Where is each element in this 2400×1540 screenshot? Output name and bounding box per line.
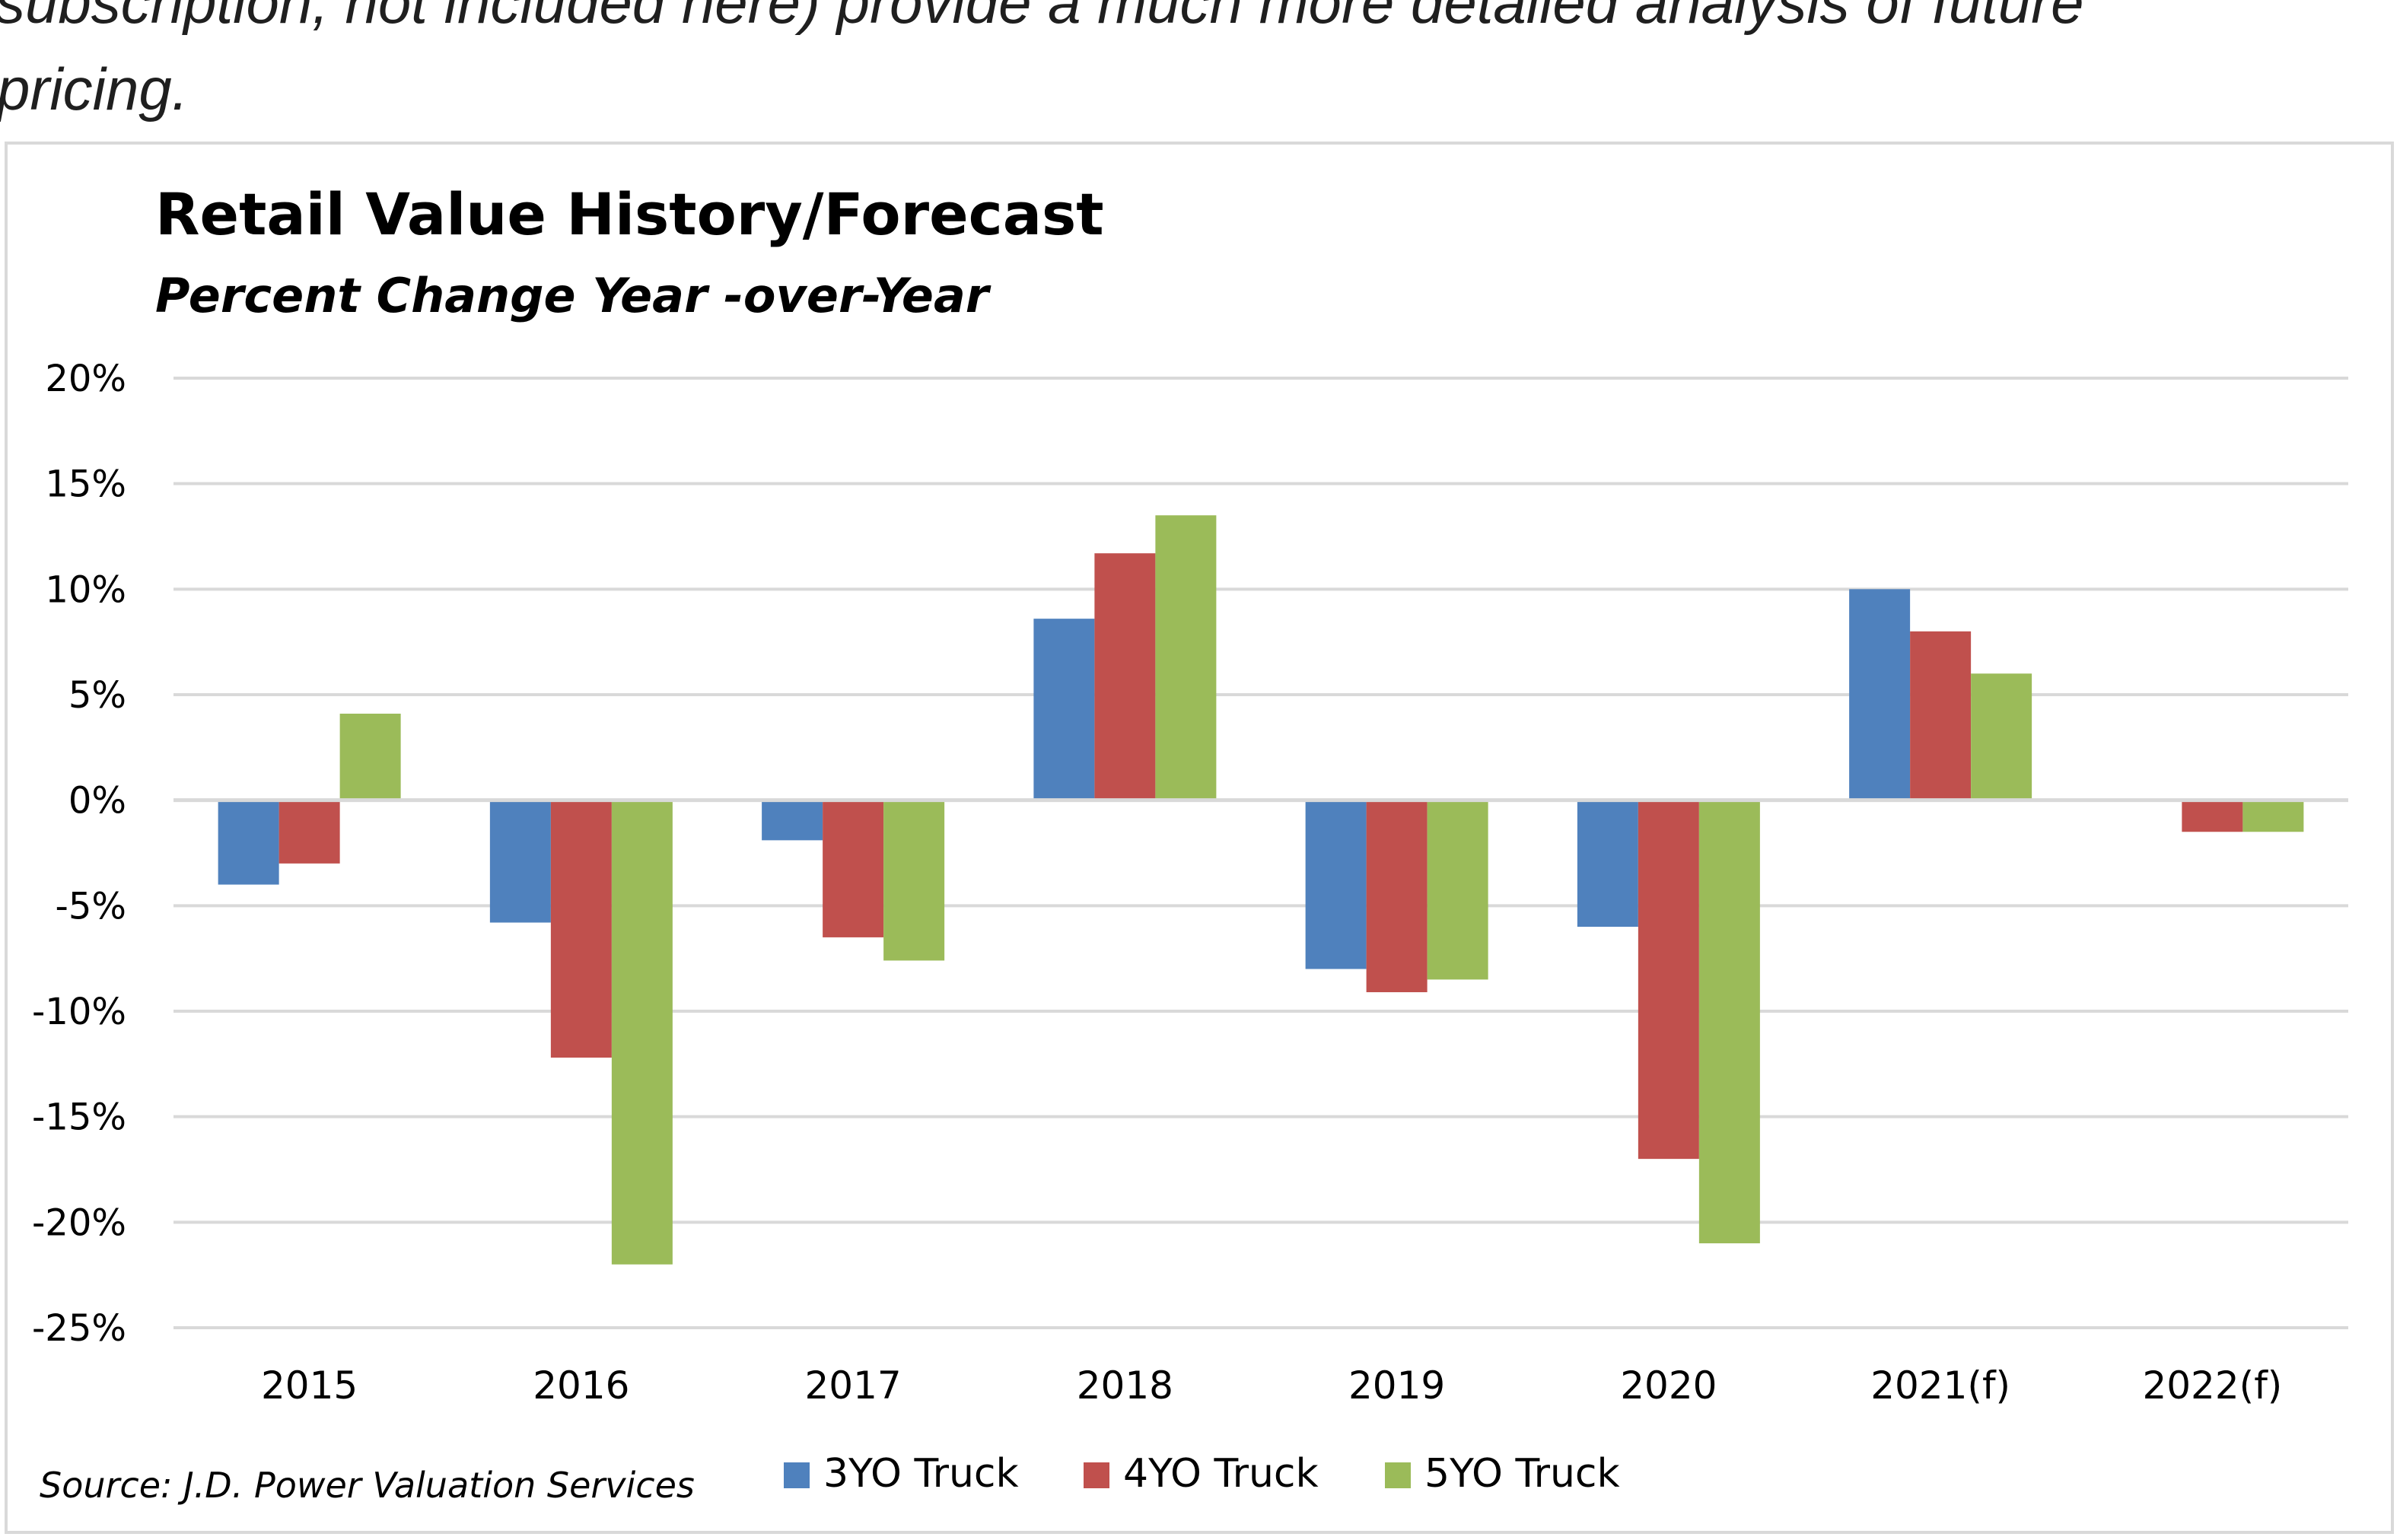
bar-3yo-truck-2015 (218, 800, 279, 885)
legend-label: 3YO Truck (823, 1451, 1019, 1497)
legend: 3YO Truck 4YO Truck 5YO Truck (784, 1451, 1620, 1497)
y-tick-label: -15% (32, 1096, 126, 1139)
bar-5yo-truck-2019 (1427, 800, 1488, 980)
x-tick-labels: 2015 2016 2017 2018 2019 2020 2021(f) 2022(f) (261, 1363, 2282, 1408)
legend-swatch (1385, 1462, 1411, 1488)
bar-4yo-truck-2019 (1366, 800, 1428, 993)
bar-4yo-truck-2015 (279, 800, 340, 864)
x-tick-label: 2022(f) (2142, 1363, 2282, 1408)
y-tick-labels: 20% 15% 10% 5% 0% -5% -10% -15% -20% -25% (32, 358, 126, 1350)
y-tick-label: 0% (68, 780, 126, 822)
y-tick-label: 15% (45, 463, 126, 506)
legend-swatch (1084, 1462, 1109, 1488)
x-tick-label: 2021(f) (1870, 1363, 2010, 1408)
bar-3yo-truck-2020 (1577, 800, 1638, 928)
legend-label: 5YO Truck (1424, 1451, 1620, 1497)
y-tick-label: -25% (32, 1307, 126, 1350)
bar-3yo-truck-2019 (1305, 800, 1367, 969)
bar-4yo-truck-2018 (1094, 553, 1156, 800)
chart-subtitle: Percent Change Year -over-Year (155, 268, 992, 323)
bar-3yo-truck-2017 (762, 800, 823, 841)
x-tick-label: 2016 (533, 1363, 629, 1408)
chart-title: Retail Value History/Forecast (155, 180, 1104, 248)
bar-5yo-truck-2017 (883, 800, 945, 961)
bars (218, 515, 2304, 1265)
gridlines (173, 377, 2348, 1329)
bar-5yo-truck-2022f (2242, 800, 2304, 832)
y-tick-label: -10% (32, 991, 126, 1033)
chart-frame (5, 142, 2394, 1534)
x-tick-label: 2015 (261, 1363, 358, 1408)
y-tick-label: -20% (32, 1201, 126, 1244)
chart-source: Source: J.D. Power Valuation Services (40, 1465, 695, 1506)
bar-4yo-truck-2022f (2182, 800, 2243, 832)
x-tick-label: 2017 (805, 1363, 902, 1408)
x-tick-label: 2019 (1348, 1363, 1445, 1408)
y-tick-label: -5% (56, 885, 126, 928)
intro-text-line-2: pricing. (0, 56, 189, 123)
bar-3yo-truck-2018 (1033, 619, 1095, 800)
bar-5yo-truck-2015 (339, 713, 401, 800)
bar-4yo-truck-2020 (1638, 800, 1699, 1160)
x-tick-label: 2018 (1077, 1363, 1173, 1408)
bar-5yo-truck-2021f (1971, 673, 2032, 800)
y-tick-label: 5% (68, 674, 126, 717)
intro-text-line-1: subscription, not included here) provide… (0, 0, 2084, 36)
y-tick-label: 20% (45, 358, 126, 400)
bar-4yo-truck-2021f (1910, 631, 1972, 800)
legend-label: 4YO Truck (1123, 1451, 1319, 1497)
bar-5yo-truck-2020 (1698, 800, 1760, 1244)
x-tick-label: 2020 (1620, 1363, 1717, 1408)
bar-5yo-truck-2018 (1155, 515, 1217, 800)
bar-4yo-truck-2017 (823, 800, 884, 937)
legend-swatch (784, 1462, 810, 1488)
bar-3yo-truck-2021f (1849, 589, 1911, 800)
y-tick-label: 10% (45, 568, 126, 611)
bar-3yo-truck-2016 (489, 800, 551, 923)
bar-4yo-truck-2016 (550, 800, 612, 1058)
bar-5yo-truck-2016 (611, 800, 673, 1265)
